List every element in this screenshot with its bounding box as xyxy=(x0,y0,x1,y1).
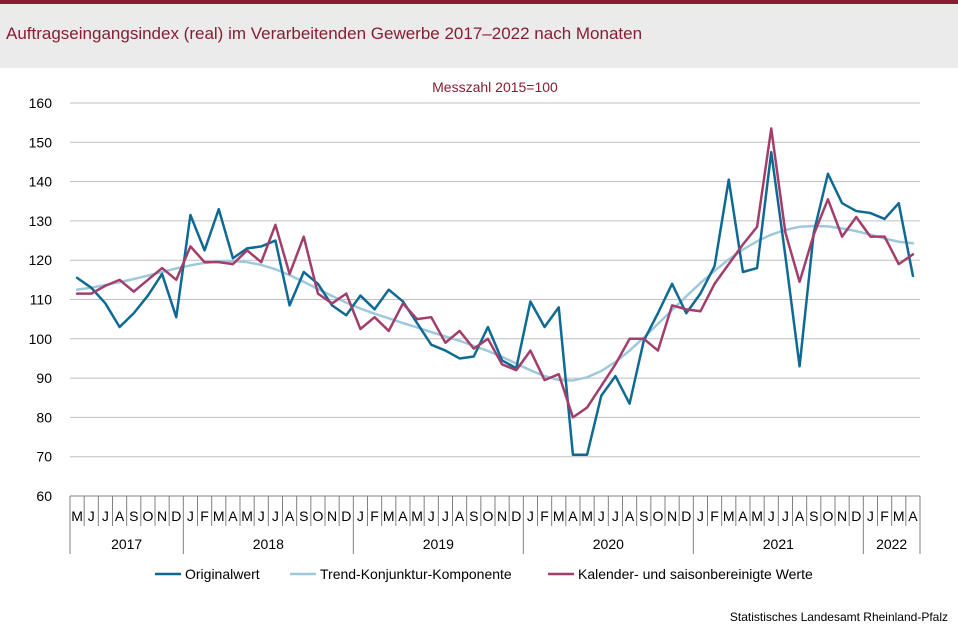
legend-label: Originalwert xyxy=(185,566,260,582)
x-tick-label: J xyxy=(782,508,789,524)
x-tick-label: O xyxy=(822,508,833,524)
x-tick-label: F xyxy=(880,508,889,524)
x-tick-label: O xyxy=(482,508,493,524)
x-tick-label: M xyxy=(241,508,253,524)
x-tick-label: A xyxy=(795,508,805,524)
series-line-originalwert xyxy=(75,150,915,456)
x-tick-label: J xyxy=(598,508,605,524)
year-label: 2018 xyxy=(253,536,284,552)
series-line-trend-konjunktur-komponente xyxy=(75,224,915,382)
x-tick-label: D xyxy=(171,508,181,524)
x-tick-label: M xyxy=(581,508,593,524)
x-tick-label: J xyxy=(527,508,534,524)
x-tick-label: J xyxy=(428,508,435,524)
y-tick-label: 100 xyxy=(29,331,53,347)
x-tick-label: F xyxy=(200,508,209,524)
x-tick-label: A xyxy=(455,508,465,524)
x-tick-label: O xyxy=(142,508,153,524)
x-tick-label: A xyxy=(115,508,125,524)
x-tick-label: S xyxy=(129,508,138,524)
x-tick-label: F xyxy=(370,508,379,524)
year-label: 2022 xyxy=(876,536,907,552)
x-tick-label: S xyxy=(639,508,648,524)
x-tick-label: M xyxy=(723,508,735,524)
y-tick-label: 90 xyxy=(36,370,52,386)
x-tick-label: M xyxy=(71,508,83,524)
x-tick-label: M xyxy=(411,508,423,524)
x-tick-label: A xyxy=(738,508,748,524)
x-tick-label: A xyxy=(398,508,408,524)
y-tick-label: 60 xyxy=(36,488,52,504)
x-tick-label: J xyxy=(612,508,619,524)
x-tick-label: N xyxy=(497,508,507,524)
x-tick-label: O xyxy=(312,508,323,524)
x-tick-label: J xyxy=(258,508,265,524)
chart-title: Auftragseingangsindex (real) im Verarbei… xyxy=(6,24,643,43)
y-tick-label: 120 xyxy=(29,252,53,268)
x-tick-label: J xyxy=(102,508,109,524)
x-tick-label: J xyxy=(88,508,95,524)
year-label: 2019 xyxy=(423,536,454,552)
y-tick-label: 80 xyxy=(36,409,52,425)
x-tick-label: J xyxy=(697,508,704,524)
x-tick-label: N xyxy=(327,508,337,524)
x-tick-label: J xyxy=(442,508,449,524)
y-tick-label: 110 xyxy=(30,292,53,308)
year-label: 2017 xyxy=(111,536,142,552)
legend-label: Kalender- und saisonbereinigte Werte xyxy=(578,566,813,582)
x-tick-label: F xyxy=(710,508,719,524)
x-tick-label: S xyxy=(299,508,308,524)
x-tick-label: O xyxy=(652,508,663,524)
x-tick-label: J xyxy=(357,508,364,524)
top-accent-bar xyxy=(0,0,958,4)
x-tick-label: A xyxy=(228,508,238,524)
x-tick-label: N xyxy=(837,508,847,524)
x-tick-label: N xyxy=(667,508,677,524)
x-tick-label: M xyxy=(383,508,395,524)
legend-label: Trend-Konjunktur-Komponente xyxy=(320,566,512,582)
x-tick-label: S xyxy=(469,508,478,524)
chart-subtitle: Messzahl 2015=100 xyxy=(432,79,558,95)
x-tick-label: D xyxy=(851,508,861,524)
x-tick-label: M xyxy=(213,508,225,524)
series-line-kalender-und-saisonbereinigte-werte xyxy=(75,127,915,419)
x-tick-label: D xyxy=(681,508,691,524)
source-note: Statistisches Landesamt Rheinland-Pfalz xyxy=(729,610,948,624)
x-tick-label: N xyxy=(157,508,167,524)
y-tick-label: 160 xyxy=(29,95,53,111)
x-tick-label: A xyxy=(285,508,295,524)
year-label: 2020 xyxy=(593,536,624,552)
y-tick-label: 70 xyxy=(36,449,52,465)
x-tick-label: F xyxy=(540,508,549,524)
year-label: 2021 xyxy=(763,536,794,552)
x-tick-label: D xyxy=(511,508,521,524)
x-tick-label: J xyxy=(867,508,874,524)
y-tick-label: 130 xyxy=(29,213,53,229)
x-tick-label: A xyxy=(908,508,918,524)
x-tick-label: D xyxy=(341,508,351,524)
y-tick-label: 140 xyxy=(29,174,53,190)
x-tick-label: M xyxy=(751,508,763,524)
x-tick-label: J xyxy=(187,508,194,524)
x-tick-label: J xyxy=(768,508,775,524)
x-tick-label: J xyxy=(272,508,279,524)
x-tick-label: S xyxy=(809,508,818,524)
y-tick-label: 150 xyxy=(29,134,53,150)
x-tick-label: M xyxy=(893,508,905,524)
x-tick-label: A xyxy=(625,508,635,524)
x-tick-label: M xyxy=(553,508,565,524)
x-tick-label: A xyxy=(568,508,578,524)
